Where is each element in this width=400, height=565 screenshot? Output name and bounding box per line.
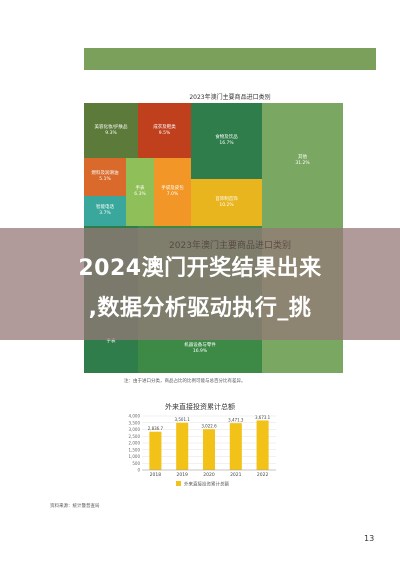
- treemap-cell-food: 食物及饮品 16.7%: [191, 103, 262, 179]
- chart-title: 外来直接投资累计总额: [165, 402, 235, 411]
- bar-value-label: 3,673.1: [255, 415, 271, 420]
- treemap-cell-smartphones: 智能电话 3.7%: [84, 196, 126, 226]
- y-tick-label: 4,000: [129, 414, 141, 419]
- y-tick-label: 2,000: [129, 441, 141, 446]
- cell-label: 手表: [135, 186, 145, 191]
- treemap-cell-jewelry: 首饰制首饰 10.2%: [191, 179, 262, 226]
- bar-value-label: 2,836.7: [148, 426, 164, 431]
- cell-value: 16.7%: [219, 141, 234, 146]
- cell-value: 6.3%: [134, 192, 146, 197]
- y-tick-label: 0: [137, 468, 140, 473]
- legend-swatch: [176, 481, 181, 486]
- cell-label: 食物及饮品: [215, 135, 238, 140]
- cell-label: 美容化妆/护肤品: [94, 124, 128, 130]
- y-tick-label: 2,500: [129, 434, 141, 439]
- banner-line-1: 2024澳门开奖结果出来: [78, 256, 322, 281]
- cell-label: 首饰制首饰: [215, 196, 238, 202]
- header-band: [84, 48, 376, 70]
- x-tick-label: 2020: [203, 472, 215, 478]
- x-tick-label: 2018: [150, 472, 162, 478]
- x-tick-label: 2021: [230, 472, 242, 478]
- bar-value-label: 3,471.3: [228, 418, 244, 423]
- treemap-cell-handbags: 手袋及皮包 7.0%: [154, 158, 191, 226]
- legend-label: 外来直接投资累计总额: [184, 481, 229, 488]
- treemap-cell-fuel: 燃料及润滑油 5.1%: [84, 158, 126, 196]
- page-number: 13: [364, 534, 375, 543]
- banner-line-2: ,数据分析驱动执行_挑: [88, 296, 312, 321]
- x-axis: 2018 2019 2020 2021 2022: [142, 469, 276, 478]
- treemap-cell-watches: 手表 6.3%: [126, 158, 154, 226]
- treemap-cell-cosmetics: 美容化妆/护肤品 9.3%: [84, 103, 138, 158]
- bar: [229, 423, 242, 470]
- cell-label: 手表: [106, 339, 116, 344]
- cell-value: 10.2%: [219, 202, 234, 208]
- cell-label: 机器设备与零件: [184, 343, 216, 348]
- cell-value: 5.1%: [99, 177, 111, 182]
- cell-value: 16.9%: [192, 349, 208, 354]
- x-tick-label: 2019: [176, 472, 188, 478]
- legend: 外来直接投资累计总额: [176, 481, 229, 488]
- cell-value: 7.0%: [166, 192, 179, 197]
- bar-value-label: 3,501.1: [175, 417, 191, 422]
- cell-label: 智能电话: [96, 205, 114, 210]
- x-tick-label: 2022: [257, 472, 269, 478]
- cell-value: 31.2%: [295, 161, 310, 166]
- cell-label: 其他: [298, 155, 307, 160]
- treemap-title: 2023年澳门主要商品进口类别: [189, 94, 271, 101]
- source-note: 资料来源：统计暨普查局: [50, 504, 100, 509]
- cell-value: 9.3%: [105, 130, 117, 136]
- y-tick-label: 1,000: [129, 454, 141, 459]
- cell-label: 燃料及润滑油: [91, 171, 119, 176]
- bar-value-label: 3,022.6: [201, 424, 217, 429]
- cell-value: 3.7%: [99, 211, 111, 216]
- y-tick-label: 500: [132, 461, 140, 466]
- treemap-title-ghost: 2023年澳门主要商品进口类别: [169, 241, 291, 251]
- cell-label: 成衣及鞋类: [153, 124, 176, 130]
- overlay-banner: [0, 228, 400, 340]
- treemap-cell-apparel: 成衣及鞋类 9.5%: [138, 103, 191, 158]
- bars: 2,836.7 3,501.1 3,022.6 3,471.3 3,673.1: [148, 415, 271, 470]
- bar: [176, 422, 189, 470]
- y-tick-label: 3,000: [129, 427, 141, 432]
- y-tick-label: 3,500: [129, 420, 141, 425]
- treemap-note: 注：由于进口分类，商品占比的比例可能与总百分比有差异。: [124, 379, 246, 384]
- cell-label: 手袋及皮包: [161, 186, 184, 191]
- bar: [149, 431, 162, 470]
- bar: [202, 429, 216, 470]
- cell-value: 9.5%: [158, 130, 171, 136]
- y-tick-label: 1,500: [129, 447, 141, 452]
- bar: [256, 420, 269, 470]
